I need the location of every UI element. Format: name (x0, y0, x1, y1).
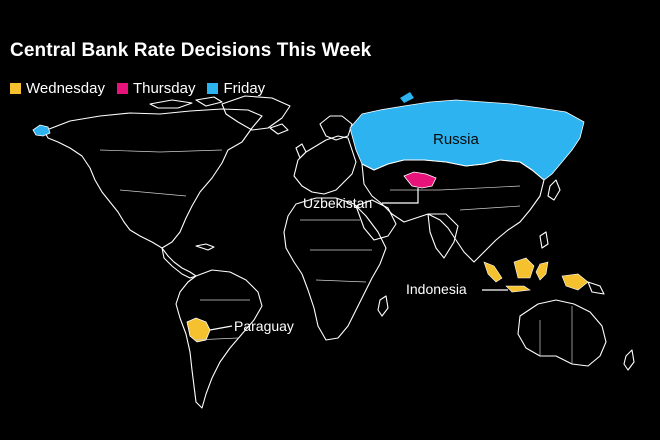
japan-outline (547, 179, 561, 201)
iceland-outline (269, 123, 289, 135)
uzbekistan-highlight (403, 171, 437, 189)
paraguay-highlight (186, 317, 211, 343)
legend-swatch-thursday (116, 83, 128, 94)
legend-label-wednesday: Wednesday (26, 80, 105, 97)
new-zealand-outline (623, 349, 635, 371)
scandinavia-outline (319, 115, 353, 141)
uzbekistan-leader-line (382, 188, 419, 204)
uk-outline (295, 143, 307, 159)
asia-outline (361, 159, 545, 263)
legend-item-wednesday: Wednesday (10, 80, 105, 97)
australia-outline (517, 299, 607, 367)
novaya-zemlya (400, 92, 414, 103)
label-russia: Russia (433, 131, 480, 148)
legend: Wednesday Thursday Friday (10, 80, 265, 97)
arabia-outline (355, 199, 397, 241)
africa-outline (283, 197, 387, 341)
label-paraguay: Paraguay (234, 318, 294, 334)
map-title: Central Bank Rate Decisions This Week (10, 40, 372, 61)
south-america-outline (175, 269, 263, 409)
greenland-outline (221, 95, 291, 131)
label-uzbekistan: Uzbekistan (303, 195, 372, 211)
legend-label-friday: Friday (223, 80, 266, 97)
legend-swatch-wednesday (10, 83, 21, 94)
papua-new-guinea-outline (587, 281, 605, 295)
border-lines (99, 149, 573, 364)
arctic-islands-outline (149, 99, 193, 109)
india-outline (427, 213, 459, 259)
legend-label-thursday: Thursday (132, 80, 196, 97)
indonesia-highlight-papua (561, 273, 589, 291)
legend-swatch-friday (207, 83, 219, 94)
label-indonesia: Indonesia (406, 281, 467, 297)
paraguay-leader-line (209, 325, 233, 331)
central-america-outline (161, 247, 197, 279)
madagascar-outline (377, 295, 389, 317)
indonesia-highlight-java (505, 285, 531, 293)
philippines-outline (539, 231, 549, 249)
caribbean-outline (195, 243, 215, 251)
indonesia-highlight-sulawesi (535, 261, 549, 281)
legend-item-thursday: Thursday (116, 80, 196, 97)
north-america-outline (43, 108, 263, 249)
arctic-islands-outline-2 (195, 96, 223, 107)
indonesia-highlight-sumatra (483, 261, 503, 283)
alaska-highlight (32, 124, 51, 137)
europe-outline (293, 135, 357, 195)
indonesia-highlight-borneo (513, 257, 535, 279)
legend-item-friday: Friday (207, 80, 265, 97)
